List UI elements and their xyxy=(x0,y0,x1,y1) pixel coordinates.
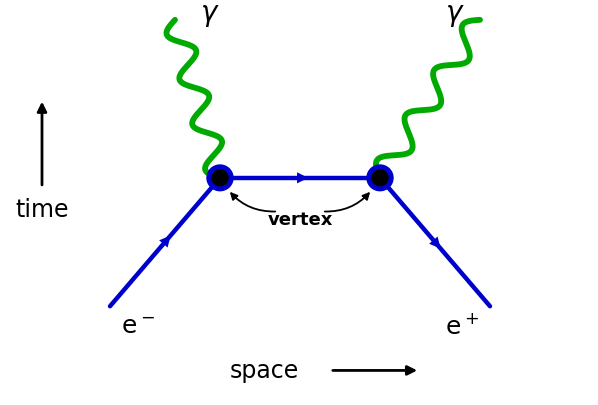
Text: $\gamma$: $\gamma$ xyxy=(200,2,220,29)
Circle shape xyxy=(372,171,388,186)
Text: time: time xyxy=(15,198,69,222)
Text: $\gamma$: $\gamma$ xyxy=(445,2,465,29)
Text: $\mathregular{e}^-$: $\mathregular{e}^-$ xyxy=(121,314,155,338)
Text: vertex: vertex xyxy=(267,211,332,229)
Circle shape xyxy=(212,171,228,186)
Text: space: space xyxy=(230,358,299,382)
Circle shape xyxy=(367,166,393,191)
Circle shape xyxy=(207,166,233,191)
Text: $\mathregular{e}^+$: $\mathregular{e}^+$ xyxy=(445,314,479,339)
